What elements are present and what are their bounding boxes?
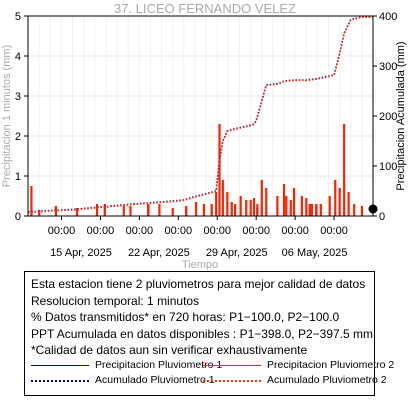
precip-bar <box>96 204 99 216</box>
precip-bar <box>30 186 33 216</box>
accumulated-lines <box>27 16 373 214</box>
info-line-5: *Calidad de datos aun sin verificar exha… <box>31 343 308 357</box>
precip-bar <box>305 198 308 216</box>
x-tick-time-label: 00:00 <box>48 225 76 237</box>
x-tick-time-label: 00:00 <box>87 225 115 237</box>
precip-bar <box>75 208 79 216</box>
precip-bar <box>276 196 279 216</box>
y-tick-label-left: 2 <box>15 131 21 143</box>
precip-bar <box>315 204 318 216</box>
legend-swatch-p2 <box>203 364 261 366</box>
precip-bar <box>285 196 288 216</box>
x-tick-time-label: 00:00 <box>126 225 154 237</box>
x-tick-time-label: 00:00 <box>242 225 270 237</box>
legend-swatch-acc2 <box>203 379 261 382</box>
precip-bar <box>185 206 188 216</box>
precip-bar <box>353 204 356 216</box>
precip-bar <box>221 180 224 216</box>
y-tick-label-right: 200 <box>379 111 397 123</box>
current-marker <box>368 204 378 214</box>
precip-bar <box>360 206 364 216</box>
precip-bar <box>226 192 229 216</box>
accumulated-line <box>27 16 373 214</box>
legend: Precipitacion Pluviometro 1 Precipitacio… <box>31 358 394 391</box>
x-axis-label: Tiempo <box>182 259 218 270</box>
precip-bar <box>338 188 341 216</box>
precip-bar <box>252 198 256 216</box>
y-tick-label-right: 100 <box>379 161 397 173</box>
precip-bar <box>215 192 218 216</box>
precip-bar <box>54 206 58 216</box>
legend-item-acc2: Acumulado Pluviometro 2 <box>267 373 387 386</box>
x-tick-time-label: 00:00 <box>165 225 193 237</box>
x-tick-date-label: 06 May, 2025 <box>282 247 348 259</box>
precip-bar <box>147 204 150 216</box>
x-tick-time-label: 00:00 <box>281 225 309 237</box>
precip-bar <box>171 208 174 216</box>
y-tick-label-left: 0 <box>15 211 21 223</box>
x-tick-date-label: 15 Apr, 2025 <box>50 247 112 259</box>
y-tick-label-right: 0 <box>379 211 385 223</box>
precip-bar <box>319 204 322 216</box>
x-tick-date-label: 22 Apr, 2025 <box>128 247 190 259</box>
precip-bar <box>260 180 263 216</box>
y-tick-label-right: 400 <box>379 11 397 23</box>
precip-bar <box>218 124 221 216</box>
y-axis-left-label: Precipitacion 1 minutos (mm) <box>1 45 13 187</box>
precip-bar <box>202 204 206 216</box>
precip-bar <box>234 204 237 216</box>
y-tick-label-left: 3 <box>15 91 21 103</box>
precip-bar <box>195 202 198 216</box>
precip-bar <box>310 204 313 216</box>
grid-lines <box>28 16 373 216</box>
info-box: Esta estacion tiene 2 pluviometros para … <box>24 271 394 396</box>
precip-bar <box>122 206 125 216</box>
precip-bar <box>249 200 252 216</box>
precip-bar <box>343 124 346 216</box>
precipitation-chart: 37. LICEO FERNANDO VELEZ 0 1 2 3 4 5 0 100 200 3… <box>1 1 407 270</box>
precip-bar <box>230 202 233 216</box>
y-axis-left-ticks: 0 1 2 3 4 5 <box>15 11 28 223</box>
legend-swatch-p1 <box>31 364 89 366</box>
precip-bar <box>265 188 268 216</box>
precip-bar <box>158 204 161 216</box>
accumulated-line <box>27 16 373 213</box>
legend-item-p1: Precipitacion Pluviometro 1 <box>95 358 223 371</box>
precip-bar <box>308 204 311 216</box>
y-tick-label-left: 1 <box>15 171 21 183</box>
info-line-3: % Datos transmitidos* en 720 horas: P1−1… <box>31 310 340 324</box>
info-line-4: PPT Acumulada en datos disponibles : P1−… <box>31 326 373 341</box>
legend-swatch-acc1 <box>31 379 89 382</box>
y-tick-label-left: 4 <box>15 51 21 63</box>
x-tick-date-label: 29 Apr, 2025 <box>206 247 268 259</box>
precip-bar <box>282 184 286 216</box>
precip-bar <box>256 204 259 216</box>
precip-bar <box>245 200 248 216</box>
x-axis-ticks: 00:00 00:00 00:00 00:00 00:00 00:00 00:00 00:00… <box>48 216 348 259</box>
info-line-2: Resolucion temporal: 1 minutos <box>31 293 200 308</box>
precip-bar <box>103 204 106 216</box>
precip-bar <box>300 196 303 216</box>
y-tick-label-right: 300 <box>379 61 397 73</box>
chart-title: 37. LICEO FERNANDO VELEZ <box>114 1 296 16</box>
y-tick-label-left: 5 <box>15 11 21 23</box>
y-axis-right-label: Precipitacion Acumulada (mm) <box>395 41 407 190</box>
y-axis-right-ticks: 0 100 200 300 400 <box>373 11 397 223</box>
x-tick-time-label: 00:00 <box>320 225 348 237</box>
precip-bar <box>129 206 132 216</box>
x-tick-time-label: 00:00 <box>203 225 231 237</box>
plot-frame <box>27 15 374 217</box>
legend-item-acc1: Acumulado Pluviometro 1 <box>95 373 215 386</box>
precip-bar <box>289 200 292 216</box>
precip-bar <box>292 188 296 216</box>
info-line-1: Esta estacion tiene 2 pluviometros para … <box>31 277 366 291</box>
precip-bar <box>347 192 350 216</box>
precip-bar <box>328 196 331 216</box>
precipitation-bars <box>30 124 364 216</box>
precip-bar <box>334 180 337 216</box>
precip-bar <box>210 204 213 216</box>
legend-item-p2: Precipitacion Pluviometro 2 <box>267 358 395 371</box>
precip-bar <box>38 210 41 216</box>
precip-bar <box>239 196 242 216</box>
